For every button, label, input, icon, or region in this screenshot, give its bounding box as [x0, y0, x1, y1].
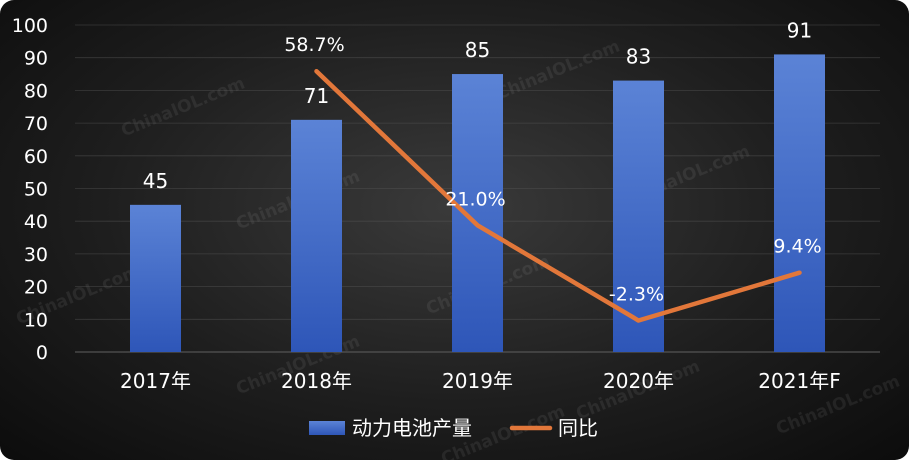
x-tick-label: 2018年: [281, 369, 352, 393]
bar: [452, 74, 503, 353]
line-data-label: 58.7%: [284, 34, 344, 56]
y-tick-label: 80: [24, 80, 48, 102]
bar-series: [130, 54, 825, 353]
x-tick-label: 2020年: [603, 369, 674, 393]
y-tick-label: 20: [24, 277, 48, 299]
bar: [291, 119, 342, 352]
bar: [774, 54, 825, 353]
x-axis: 2017年 2018年 2019年 2020年 2021年F: [120, 369, 841, 393]
y-tick-label: 10: [24, 309, 48, 331]
y-tick-label: 90: [24, 48, 48, 70]
watermark-text: ChinaIOL.com: [493, 36, 622, 104]
y-tick-label: 60: [24, 146, 48, 168]
bar-data-label: 85: [465, 38, 490, 62]
y-tick-label: 30: [24, 244, 48, 266]
bar-data-label: 91: [787, 18, 812, 42]
bar-data-label: 71: [304, 84, 329, 108]
y-tick-label: 50: [24, 179, 48, 201]
y-tick-label: 0: [36, 342, 48, 364]
bar-data-label: 83: [626, 45, 651, 69]
y-tick-label: 40: [24, 211, 48, 233]
x-tick-label: 2019年: [442, 369, 513, 393]
bar: [130, 204, 181, 352]
line-data-label: 21.0%: [445, 188, 505, 210]
bar-data-label: 45: [143, 169, 168, 193]
legend-bar-swatch: [309, 421, 345, 435]
data-labels: 45 71 85 83 91 58.7% 21.0% -2.3% 9.4%: [143, 18, 822, 305]
x-tick-label: 2017年: [120, 369, 191, 393]
legend-bar-label: 动力电池产量: [352, 416, 472, 440]
line-data-label: 9.4%: [773, 236, 821, 258]
x-tick-label: 2021年F: [758, 369, 840, 393]
legend: 动力电池产量 同比: [309, 416, 598, 440]
y-tick-label: 100: [12, 15, 48, 37]
line-data-label: -2.3%: [609, 284, 664, 306]
y-axis: 0 10 20 30 40 50 60 70 80 90 100: [12, 15, 48, 364]
yoy-line: [314, 68, 802, 323]
line-series: [314, 68, 802, 323]
y-tick-label: 70: [24, 113, 48, 135]
legend-line-label: 同比: [558, 416, 598, 440]
bar: [613, 80, 664, 352]
watermark-text: ChinaIOL.com: [118, 73, 247, 141]
